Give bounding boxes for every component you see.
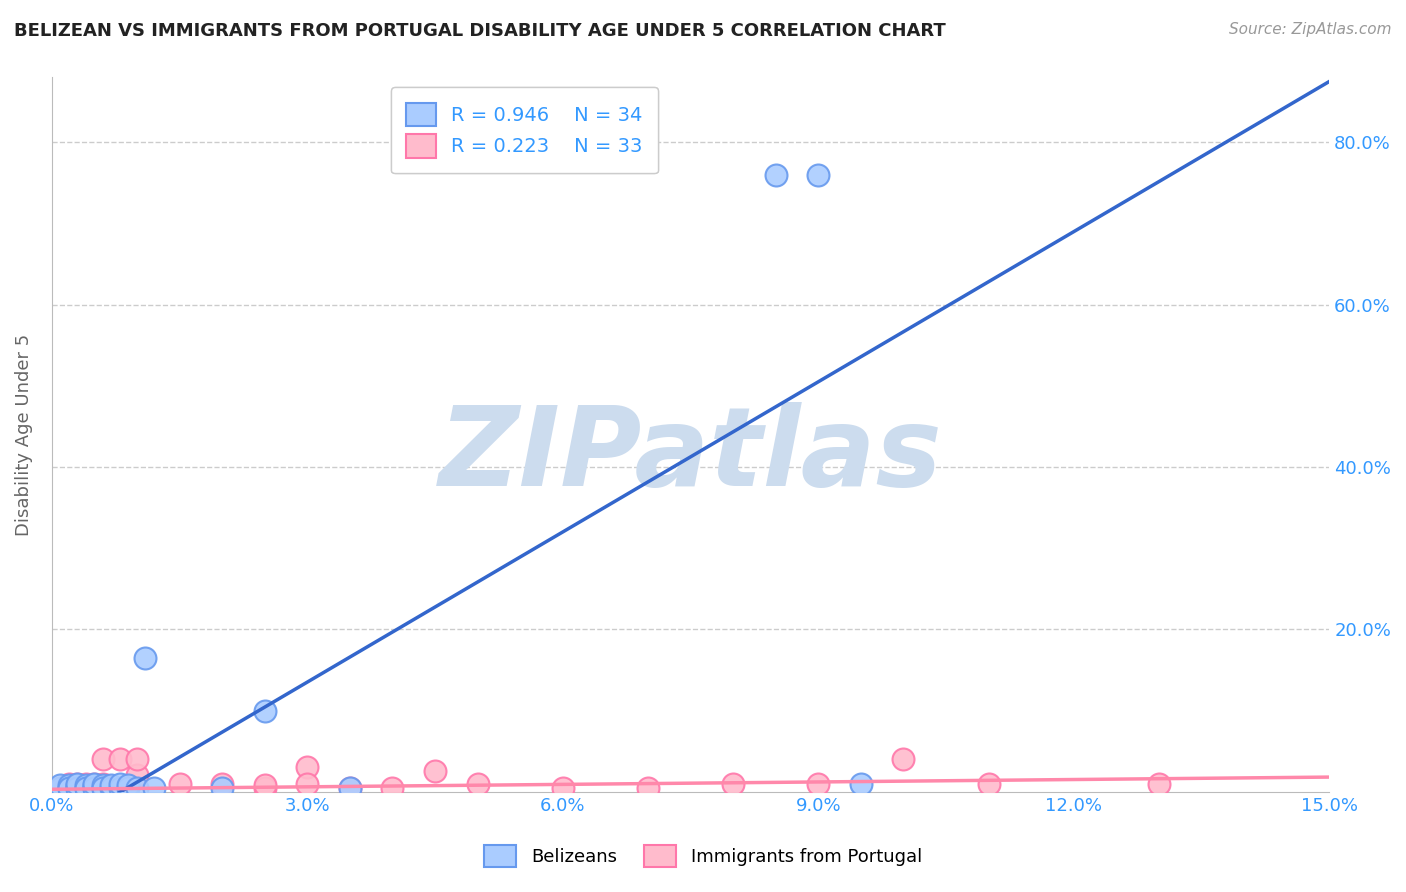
Point — [765, 168, 787, 182]
Point — [91, 752, 114, 766]
Point — [893, 752, 915, 766]
Point — [58, 778, 80, 792]
Point — [91, 780, 114, 795]
Point — [211, 780, 233, 795]
Point — [108, 776, 131, 790]
Point — [75, 778, 97, 792]
Point — [66, 780, 89, 795]
Point — [75, 780, 97, 795]
Y-axis label: Disability Age Under 5: Disability Age Under 5 — [15, 334, 32, 536]
Point — [75, 780, 97, 795]
Point — [91, 780, 114, 795]
Text: Source: ZipAtlas.com: Source: ZipAtlas.com — [1229, 22, 1392, 37]
Point — [211, 776, 233, 790]
Point — [297, 776, 319, 790]
Point — [58, 776, 80, 790]
Point — [108, 752, 131, 766]
Point — [66, 776, 89, 790]
Point — [75, 780, 97, 795]
Point — [423, 764, 446, 779]
Point — [49, 780, 72, 795]
Point — [339, 780, 361, 795]
Point — [125, 768, 148, 782]
Point — [58, 780, 80, 795]
Point — [75, 776, 97, 790]
Point — [58, 780, 80, 795]
Point — [339, 780, 361, 795]
Point — [977, 776, 1000, 790]
Point — [849, 776, 872, 790]
Point — [100, 780, 122, 795]
Text: BELIZEAN VS IMMIGRANTS FROM PORTUGAL DISABILITY AGE UNDER 5 CORRELATION CHART: BELIZEAN VS IMMIGRANTS FROM PORTUGAL DIS… — [14, 22, 946, 40]
Point — [83, 778, 105, 792]
Point — [117, 780, 139, 795]
Point — [134, 650, 156, 665]
Point — [49, 778, 72, 792]
Point — [169, 776, 191, 790]
Point — [125, 752, 148, 766]
Point — [83, 780, 105, 795]
Point — [91, 776, 114, 790]
Point — [807, 776, 830, 790]
Point — [551, 780, 574, 795]
Point — [125, 780, 148, 795]
Point — [66, 780, 89, 795]
Point — [66, 776, 89, 790]
Point — [807, 168, 830, 182]
Point — [142, 780, 165, 795]
Point — [66, 778, 89, 792]
Point — [117, 778, 139, 792]
Point — [297, 760, 319, 774]
Legend: Belizeans, Immigrants from Portugal: Belizeans, Immigrants from Portugal — [477, 838, 929, 874]
Point — [253, 778, 276, 792]
Point — [58, 780, 80, 795]
Point — [83, 776, 105, 790]
Point — [100, 780, 122, 795]
Point — [117, 780, 139, 795]
Legend: R = 0.946    N = 34, R = 0.223    N = 33: R = 0.946 N = 34, R = 0.223 N = 33 — [391, 87, 658, 174]
Point — [637, 780, 659, 795]
Point — [721, 776, 744, 790]
Point — [49, 780, 72, 795]
Point — [83, 780, 105, 795]
Point — [1147, 776, 1170, 790]
Point — [253, 704, 276, 718]
Point — [100, 778, 122, 792]
Point — [91, 778, 114, 792]
Point — [467, 776, 489, 790]
Text: ZIPatlas: ZIPatlas — [439, 402, 942, 509]
Point — [381, 780, 404, 795]
Point — [83, 776, 105, 790]
Point — [66, 780, 89, 795]
Point — [108, 780, 131, 795]
Point — [253, 780, 276, 795]
Point — [83, 780, 105, 795]
